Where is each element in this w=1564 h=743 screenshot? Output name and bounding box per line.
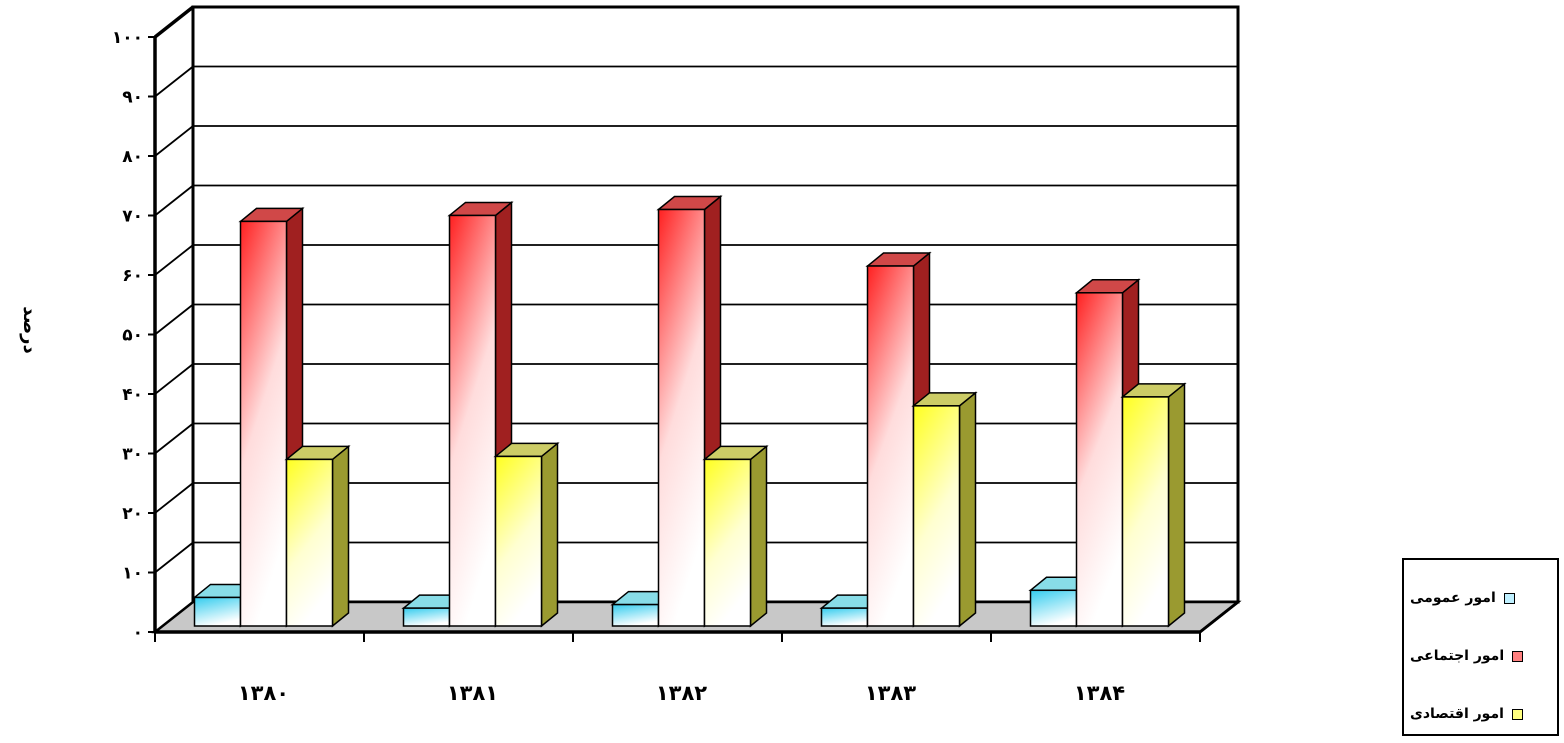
floor-right-edge [1199, 600, 1239, 634]
side-gridline [154, 303, 194, 336]
side-gridline [154, 184, 194, 217]
y-tick-label: ۹۰ [122, 88, 143, 108]
legend-swatch-economic [1511, 708, 1523, 720]
legend-swatch-social [1512, 650, 1524, 662]
y-axis-title: درصد [19, 306, 40, 353]
y-tick-label: ۶۰ [122, 266, 143, 286]
legend-label-economic: امور اقتصادی [1410, 706, 1504, 722]
side-gridline [154, 482, 194, 514]
y-tick-label: ۰ [133, 623, 143, 643]
y-tick-label: ۴۰ [122, 385, 143, 405]
legend-item-social: امور اجتماعی [1410, 645, 1550, 667]
y-tick-label: ۷۰ [122, 207, 143, 227]
x-category-label: ۱۳۸۱ [447, 681, 498, 705]
side-gridline [154, 125, 194, 157]
axes [148, 5, 1239, 642]
bars [192, 194, 1187, 628]
x-category-labels: ۱۳۸۰ ۱۳۸۱ ۱۳۸۲ ۱۳۸۳ ۱۳۸۴ [238, 681, 1125, 705]
x-category-label: ۱۳۸۰ [238, 681, 289, 705]
bar [911, 391, 978, 628]
y-tick-label: ۵۰ [122, 326, 143, 346]
legend: امور عمومی امور اجتماعی امور اقتصادی [1402, 558, 1559, 736]
bar [284, 444, 351, 628]
y-axis-top-edge [153, 5, 195, 39]
legend-swatch-general [1503, 592, 1515, 604]
bar [1120, 382, 1187, 628]
side-gridline [154, 422, 194, 455]
side-gridline [154, 541, 194, 574]
bar [656, 194, 723, 628]
x-category-label: ۱۳۸۴ [1074, 681, 1125, 705]
y-tick-label: ۱۰۰ [112, 28, 143, 48]
side-gridline [154, 244, 194, 276]
bar [447, 200, 514, 628]
legend-label-general: امور عمومی [1410, 590, 1496, 606]
side-gridline [154, 363, 194, 395]
legend-item-general: امور عمومی [1410, 587, 1550, 609]
y-tick-label: ۲۰ [122, 504, 143, 524]
y-tick-label: ۸۰ [122, 147, 143, 167]
side-gridline [154, 65, 194, 98]
x-category-label: ۱۳۸۲ [656, 681, 707, 705]
y-tick-label: ۱۰ [122, 564, 143, 584]
bar [493, 441, 560, 628]
y-tick-label: ۳۰ [122, 445, 143, 465]
x-category-label: ۱۳۸۳ [865, 681, 916, 705]
legend-label-social: امور اجتماعی [1410, 648, 1505, 664]
legend-item-economic: امور اقتصادی [1410, 703, 1550, 725]
bar [702, 444, 769, 628]
y-tick-labels: ۰ ۱۰ ۲۰ ۳۰ ۴۰ ۵۰ ۶۰ ۷۰ ۸۰ ۹۰ ۱۰۰ [112, 28, 143, 643]
bar [865, 251, 932, 628]
